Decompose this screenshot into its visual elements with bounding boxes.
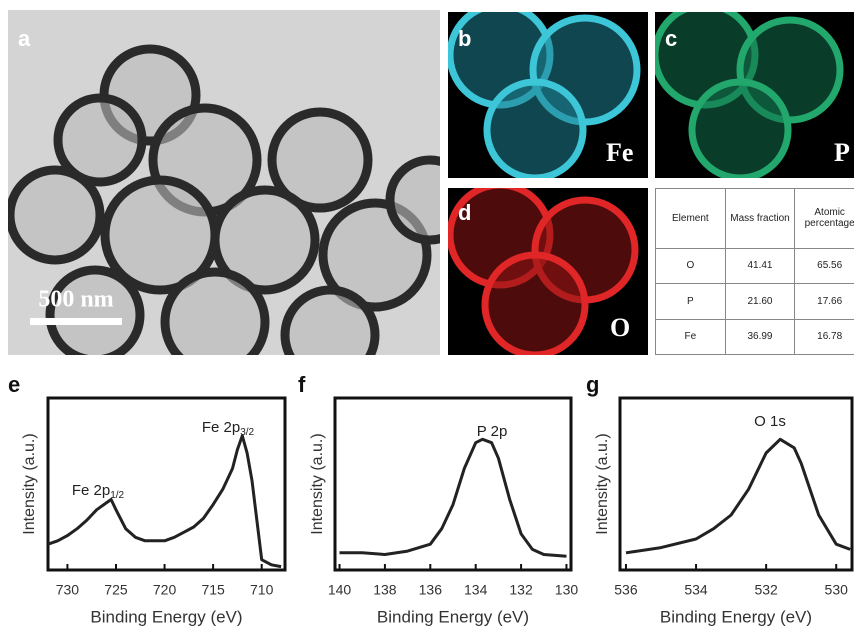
x-tick-label: 536 xyxy=(614,582,638,598)
element-label: O xyxy=(610,313,630,342)
peak-annotation: O 1s xyxy=(754,413,786,430)
x-axis-label: Binding Energy (eV) xyxy=(90,607,242,626)
x-tick-label: 140 xyxy=(328,582,352,598)
table-cell: Atomic percentage xyxy=(795,189,854,249)
plot-frame xyxy=(335,398,571,570)
x-axis-label: Binding Energy (eV) xyxy=(660,607,812,626)
x-tick-label: 132 xyxy=(509,582,533,598)
xps-curve xyxy=(340,439,567,556)
x-tick-label: 134 xyxy=(464,582,488,598)
y-axis-label: Intensity (a.u.) xyxy=(309,433,326,534)
figure: a 500 nm b Fe c P d O 730 725 720 715 710 e In… xyxy=(0,0,854,632)
panel-label: g xyxy=(586,372,599,397)
table-cell: 16.78 xyxy=(795,319,854,354)
x-tick-label: 720 xyxy=(153,582,177,598)
table-cell: O xyxy=(656,248,726,283)
xps-curve xyxy=(48,436,281,567)
table-cell: 17.66 xyxy=(795,284,854,319)
scale-bar-label: 500 nm xyxy=(38,287,113,313)
peak-annotation: P 2p xyxy=(477,423,508,440)
x-tick-label: 138 xyxy=(373,582,397,598)
annotation-text: Fe 2p xyxy=(202,419,240,436)
panel-label: a xyxy=(18,26,31,51)
peak-annotation: Fe 2p1/2 xyxy=(72,482,125,501)
x-tick-label: 532 xyxy=(754,582,778,598)
annotation-text: P 2p xyxy=(477,423,508,440)
annotation-subscript: 3/2 xyxy=(240,427,254,438)
peak-annotation: Fe 2p3/2 xyxy=(202,419,255,438)
table-cell: 21.60 xyxy=(725,284,795,319)
x-tick-label: 730 xyxy=(56,582,80,598)
table-cell: 65.56 xyxy=(795,248,854,283)
table-cell: Fe xyxy=(656,319,726,354)
panel-label: e xyxy=(8,372,20,397)
table-cell: Element xyxy=(656,189,726,249)
x-tick-label: 710 xyxy=(250,582,274,598)
table-cell: 41.41 xyxy=(725,248,795,283)
x-tick-label: 130 xyxy=(555,582,579,598)
panel-label: b xyxy=(458,26,471,51)
x-tick-label: 136 xyxy=(419,582,443,598)
annotation-subscript: 1/2 xyxy=(110,490,124,501)
table-cell: 36.99 xyxy=(725,319,795,354)
table-cell: P xyxy=(656,284,726,319)
element-label: Fe xyxy=(606,138,633,167)
panel-label: d xyxy=(458,200,471,225)
annotation-text: Fe 2p xyxy=(72,482,110,499)
x-tick-label: 534 xyxy=(684,582,708,598)
element-label: P xyxy=(834,138,850,167)
tem-image xyxy=(8,10,470,380)
panel-label: f xyxy=(298,372,306,397)
y-axis-label: Intensity (a.u.) xyxy=(21,433,38,534)
annotation-text: O 1s xyxy=(754,413,786,430)
y-axis-label: Intensity (a.u.) xyxy=(594,433,611,534)
panel-label: c xyxy=(665,26,677,51)
table-cell: Mass fraction xyxy=(725,189,795,249)
x-tick-label: 715 xyxy=(201,582,225,598)
plot-frame xyxy=(620,398,852,570)
x-tick-label: 725 xyxy=(104,582,128,598)
map-p xyxy=(655,5,854,178)
x-axis-label: Binding Energy (eV) xyxy=(377,607,529,626)
x-tick-label: 530 xyxy=(825,582,849,598)
xps-curve xyxy=(626,439,850,553)
